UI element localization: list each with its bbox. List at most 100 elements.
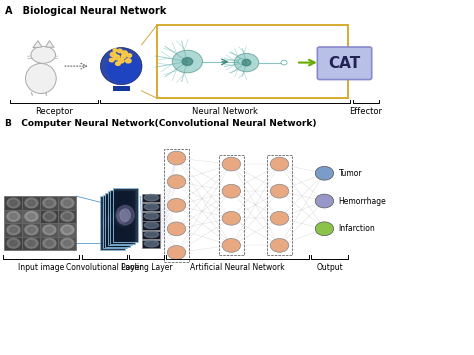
FancyBboxPatch shape xyxy=(318,47,372,80)
Text: CAT: CAT xyxy=(328,56,361,71)
Bar xyxy=(40,236,58,250)
Bar xyxy=(143,203,160,212)
Text: Convolutional Layer: Convolutional Layer xyxy=(66,263,143,272)
Ellipse shape xyxy=(46,200,53,206)
Ellipse shape xyxy=(144,240,159,247)
Ellipse shape xyxy=(116,206,134,225)
Circle shape xyxy=(238,59,246,64)
Ellipse shape xyxy=(115,212,125,224)
Ellipse shape xyxy=(111,209,129,228)
Ellipse shape xyxy=(144,195,159,201)
Ellipse shape xyxy=(109,210,127,230)
Circle shape xyxy=(118,59,124,63)
Circle shape xyxy=(118,49,122,53)
Ellipse shape xyxy=(7,225,20,235)
Ellipse shape xyxy=(144,213,159,219)
Ellipse shape xyxy=(46,227,53,233)
Ellipse shape xyxy=(10,241,17,246)
Circle shape xyxy=(315,194,334,208)
Circle shape xyxy=(172,50,202,73)
Circle shape xyxy=(126,59,131,63)
Bar xyxy=(143,194,160,202)
Bar xyxy=(40,223,58,236)
Circle shape xyxy=(167,198,186,212)
Text: Tumor: Tumor xyxy=(338,169,362,178)
Ellipse shape xyxy=(107,52,141,83)
Ellipse shape xyxy=(61,225,74,235)
Ellipse shape xyxy=(10,200,17,206)
Circle shape xyxy=(116,62,120,65)
Ellipse shape xyxy=(25,198,38,208)
Bar xyxy=(22,236,40,250)
Ellipse shape xyxy=(46,214,53,219)
Text: Hemorrhage: Hemorrhage xyxy=(338,197,386,206)
Circle shape xyxy=(167,222,186,236)
Ellipse shape xyxy=(10,227,17,233)
Ellipse shape xyxy=(43,198,56,208)
Bar xyxy=(164,148,189,262)
Polygon shape xyxy=(33,41,42,48)
Bar xyxy=(4,223,22,236)
Circle shape xyxy=(270,211,289,225)
Text: B   Computer Neural Network(Convolutional Neural Network): B Computer Neural Network(Convolutional … xyxy=(5,119,317,128)
Ellipse shape xyxy=(46,241,53,246)
Circle shape xyxy=(281,60,287,65)
Bar xyxy=(110,190,135,244)
Bar xyxy=(58,236,76,250)
Ellipse shape xyxy=(107,217,118,229)
Ellipse shape xyxy=(100,48,142,85)
Text: Neural Network: Neural Network xyxy=(192,108,258,116)
Ellipse shape xyxy=(144,222,159,229)
Circle shape xyxy=(270,239,289,252)
Text: Infarction: Infarction xyxy=(338,224,375,233)
Bar xyxy=(143,230,160,239)
Bar xyxy=(102,195,127,248)
Ellipse shape xyxy=(109,215,120,228)
Ellipse shape xyxy=(64,214,71,219)
Circle shape xyxy=(127,54,132,57)
Text: Pooling Layer: Pooling Layer xyxy=(121,263,173,272)
Ellipse shape xyxy=(25,212,38,221)
Ellipse shape xyxy=(26,64,56,93)
Text: A   Biological Neural Network: A Biological Neural Network xyxy=(5,6,167,16)
Bar xyxy=(58,196,76,210)
Circle shape xyxy=(270,157,289,171)
Bar xyxy=(143,240,160,248)
Circle shape xyxy=(234,53,259,72)
Bar xyxy=(219,154,244,255)
Bar xyxy=(113,188,137,242)
Ellipse shape xyxy=(61,239,74,248)
Ellipse shape xyxy=(31,46,55,63)
Circle shape xyxy=(222,157,240,171)
Ellipse shape xyxy=(7,239,20,248)
Bar xyxy=(105,193,130,247)
Ellipse shape xyxy=(61,198,74,208)
Circle shape xyxy=(109,58,114,62)
Circle shape xyxy=(167,246,186,260)
Circle shape xyxy=(110,52,116,56)
Bar xyxy=(4,236,22,250)
Ellipse shape xyxy=(28,200,35,206)
Ellipse shape xyxy=(144,231,159,237)
Ellipse shape xyxy=(25,239,38,248)
Circle shape xyxy=(270,184,289,198)
Bar xyxy=(22,223,40,236)
Circle shape xyxy=(113,55,120,60)
Bar xyxy=(108,191,132,245)
Text: Artificial Neural Network: Artificial Neural Network xyxy=(190,263,285,272)
Circle shape xyxy=(121,55,126,58)
Text: Output: Output xyxy=(316,263,343,272)
Circle shape xyxy=(113,49,117,51)
Ellipse shape xyxy=(144,204,159,210)
Ellipse shape xyxy=(103,213,121,233)
Ellipse shape xyxy=(28,241,35,246)
Text: Receptor: Receptor xyxy=(35,108,73,116)
Ellipse shape xyxy=(112,214,123,226)
Bar xyxy=(22,210,40,223)
Bar xyxy=(4,196,22,210)
Text: Effector: Effector xyxy=(349,108,383,116)
Bar xyxy=(58,223,76,236)
Ellipse shape xyxy=(64,241,71,246)
Bar xyxy=(100,196,125,250)
Text: Input image: Input image xyxy=(18,263,64,272)
